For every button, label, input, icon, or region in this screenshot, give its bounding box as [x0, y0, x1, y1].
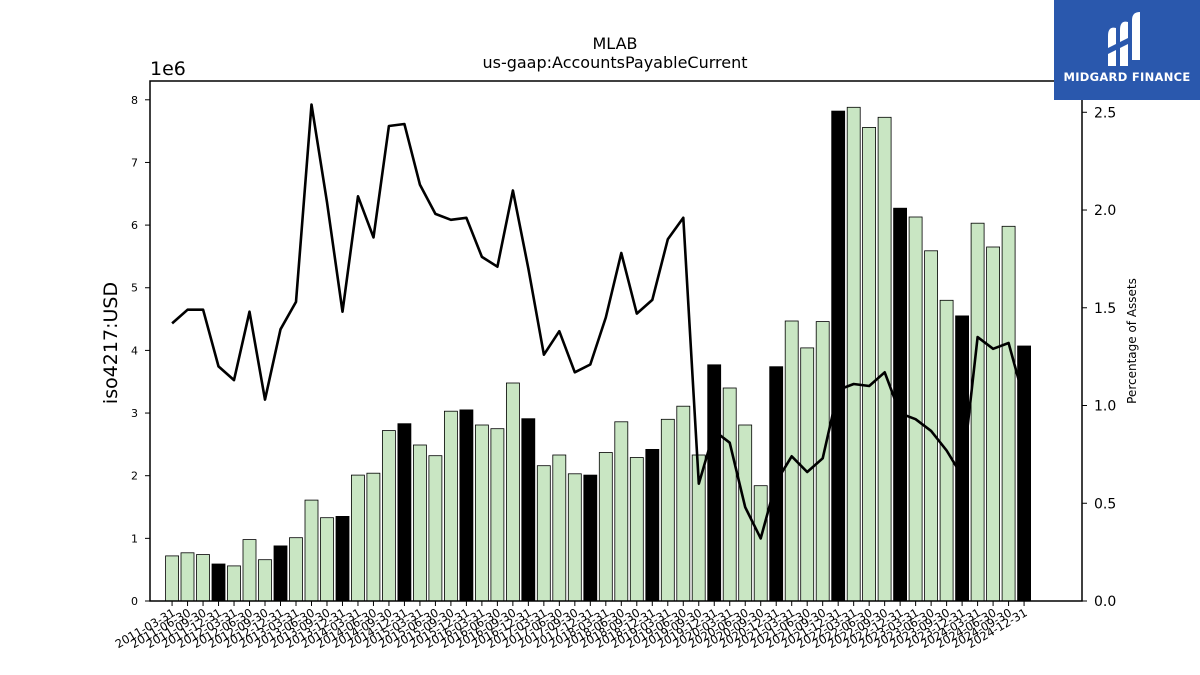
bar — [320, 517, 334, 602]
plot-frame — [149, 80, 1083, 602]
bar — [676, 405, 691, 602]
line-path — [171, 103, 1026, 540]
y-tick-label: 2 — [131, 470, 138, 483]
bar — [459, 409, 474, 602]
bar — [289, 537, 303, 602]
bar — [350, 474, 365, 602]
bar — [629, 457, 644, 602]
y-tick-label: 3 — [131, 407, 138, 420]
y2-tick-label: 0.0 — [1094, 594, 1116, 610]
bar — [397, 423, 412, 602]
bar — [877, 116, 892, 602]
bar — [1001, 225, 1016, 602]
logo-text: MIDGARD FINANCE — [1063, 70, 1191, 84]
chart-title-ticker: MLAB — [592, 34, 637, 53]
bar — [614, 421, 629, 602]
y2-tick-label: 2.5 — [1094, 105, 1116, 121]
bar — [242, 539, 257, 602]
y-tick-label: 5 — [131, 282, 138, 295]
bar — [846, 106, 861, 602]
bar — [970, 222, 985, 602]
y-tick-label: 0 — [131, 595, 138, 608]
bar — [598, 452, 613, 602]
bar — [304, 499, 319, 602]
bar — [490, 428, 505, 602]
bar — [443, 410, 458, 602]
bar — [567, 473, 582, 602]
bar — [645, 448, 660, 602]
y-tick-label: 7 — [131, 156, 138, 169]
bar — [428, 455, 443, 602]
bar — [474, 424, 489, 602]
y-axis-label: iso4217:USD — [100, 282, 122, 404]
bar — [722, 387, 737, 602]
brand-logo: MIDGARD FINANCE — [1054, 0, 1200, 100]
bar — [862, 127, 876, 602]
bar — [583, 474, 598, 602]
bar — [180, 552, 195, 602]
y-tick-label: 4 — [131, 344, 138, 357]
bar — [381, 430, 396, 602]
bar — [273, 545, 288, 602]
bar — [258, 559, 272, 602]
bar — [366, 472, 381, 602]
y2-tick-label: 1.5 — [1094, 301, 1116, 317]
bar — [505, 382, 520, 602]
bar — [707, 364, 722, 602]
axes: 0123456780.00.51.01.52.02.52011-03-31201… — [113, 80, 1116, 651]
bar — [738, 424, 753, 602]
bar — [552, 454, 567, 602]
y2-tick-label: 1.0 — [1094, 399, 1116, 415]
y2-tick-label: 2.0 — [1094, 203, 1116, 219]
bar — [335, 516, 350, 602]
y-tick-label: 8 — [131, 94, 138, 107]
bar — [521, 418, 536, 602]
y-tick-label: 6 — [131, 219, 138, 232]
bar — [536, 465, 551, 602]
bar — [753, 485, 768, 602]
chart-title-concept: us-gaap:AccountsPayableCurrent — [482, 53, 747, 72]
logo-mark-icon — [1108, 12, 1140, 66]
bar — [955, 315, 969, 602]
y-tick-label: 1 — [131, 532, 138, 545]
y-offset-label: 1e6 — [150, 58, 186, 80]
bar — [165, 555, 180, 602]
bar — [800, 347, 815, 602]
y2-axis-label: Percentage of Assets — [1125, 278, 1139, 404]
bar-series — [165, 106, 1031, 602]
bar — [986, 246, 1000, 602]
bar — [196, 554, 210, 602]
bar — [412, 444, 427, 602]
bar — [227, 565, 241, 602]
bar — [831, 110, 846, 602]
line-series — [171, 103, 1026, 540]
y2-tick-label: 0.5 — [1094, 496, 1116, 512]
bar — [908, 216, 923, 602]
bar — [211, 563, 226, 602]
bar — [660, 418, 675, 602]
